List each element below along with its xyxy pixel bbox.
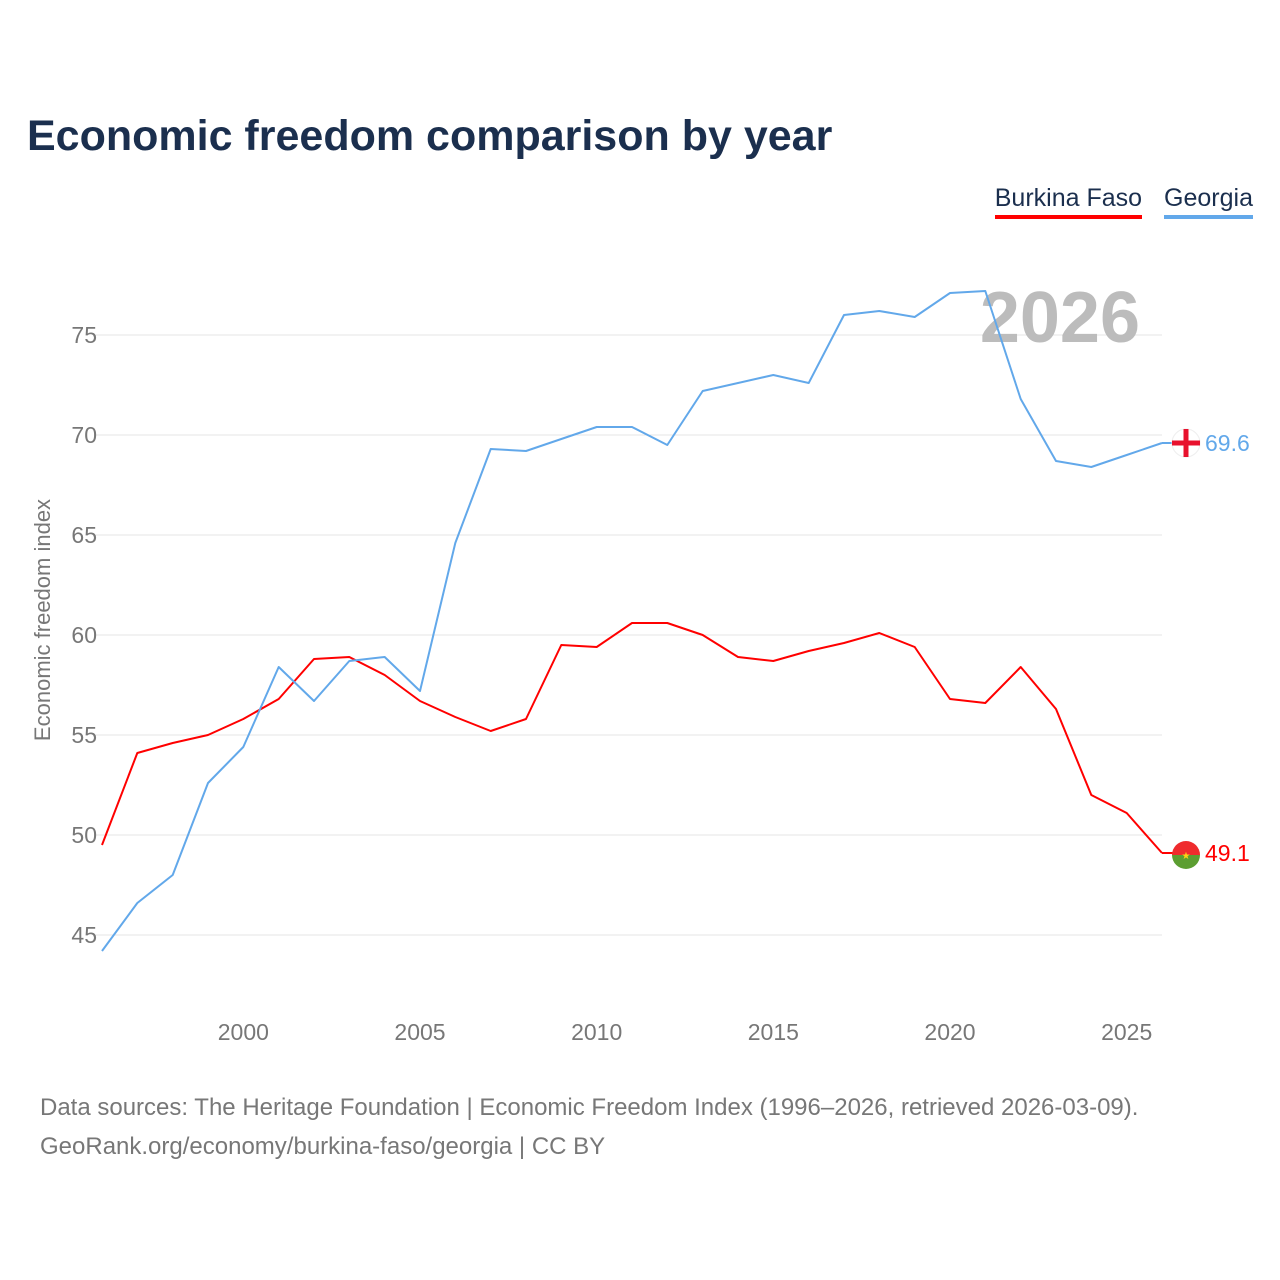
y-tick-label: 45 <box>71 922 97 948</box>
y-tick-label: 60 <box>71 622 97 648</box>
y-tick-label: 50 <box>71 822 97 848</box>
georgia-flag-icon <box>1171 428 1201 458</box>
legend: Burkina Faso Georgia <box>994 184 1253 219</box>
y-tick-label: 70 <box>71 422 97 448</box>
legend-georgia[interactable]: Georgia <box>1164 184 1253 219</box>
end-value-label: 49.1 <box>1205 840 1250 866</box>
x-tick-label: 2020 <box>924 1019 975 1045</box>
series-line-burkina-faso <box>101 622 1163 854</box>
x-tick-label: 2000 <box>218 1019 269 1045</box>
source-note: Data sources: The Heritage Foundation | … <box>40 1088 1138 1166</box>
burkina-faso-flag-icon: ★ <box>1172 841 1200 869</box>
y-axis-label: Economic freedom index <box>30 499 55 741</box>
source-line-2[interactable]: GeoRank.org/economy/burkina-faso/georgia… <box>40 1133 606 1160</box>
x-tick-label: 2015 <box>748 1019 799 1045</box>
chart-title: Economic freedom comparison by year <box>27 112 833 160</box>
series-line-georgia <box>101 290 1163 952</box>
year-watermark: 2026 <box>980 278 1140 358</box>
y-tick-label: 65 <box>71 522 97 548</box>
x-tick-label: 2025 <box>1101 1019 1152 1045</box>
legend-burkina-faso[interactable]: Burkina Faso <box>994 184 1143 219</box>
y-tick-label: 75 <box>71 322 97 348</box>
source-line-1: Data sources: The Heritage Foundation | … <box>40 1094 1139 1121</box>
end-value-label: 69.6 <box>1205 430 1250 456</box>
x-tick-label: 2010 <box>571 1019 622 1045</box>
y-tick-label: 55 <box>71 722 97 748</box>
x-tick-label: 2005 <box>394 1019 445 1045</box>
svg-text:★: ★ <box>1182 851 1191 862</box>
